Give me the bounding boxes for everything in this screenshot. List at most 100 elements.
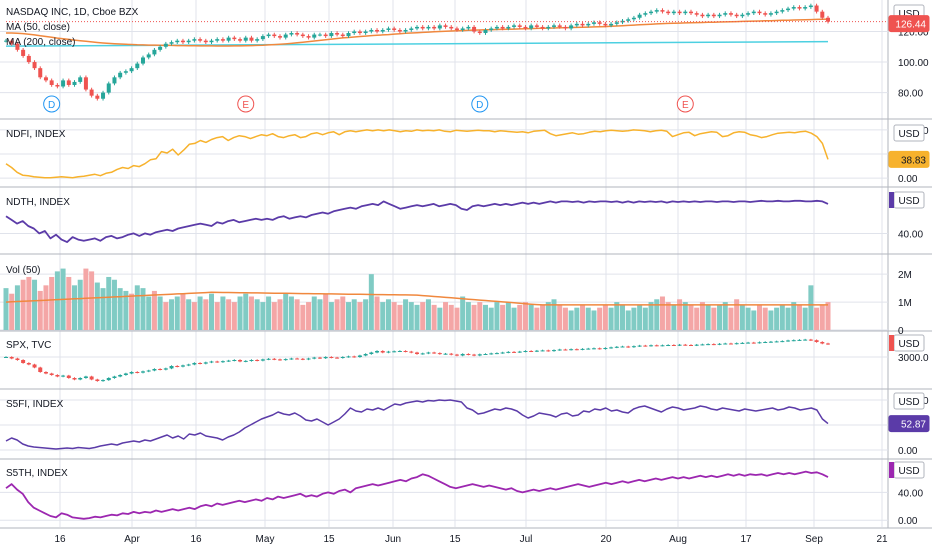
ndaq-candle xyxy=(346,33,351,37)
spx-candle xyxy=(72,378,77,380)
volume-bar xyxy=(266,296,272,330)
ndaq-candle xyxy=(101,92,106,99)
spx-candle xyxy=(55,375,60,377)
spx-candle xyxy=(666,345,671,346)
ndaq-candle xyxy=(4,40,8,42)
volume-bar xyxy=(620,304,625,330)
ndaq-candle xyxy=(392,28,397,30)
tag-s5fi-value-box xyxy=(888,415,930,433)
ndaq-candle xyxy=(306,36,311,38)
spx-candle xyxy=(803,339,808,341)
volume-bar xyxy=(414,304,420,330)
spx-candle xyxy=(306,358,311,360)
x-axis-tick-label: 16 xyxy=(54,534,66,545)
spx-candle xyxy=(757,342,762,344)
volume-bar xyxy=(597,307,603,330)
spx-candle xyxy=(397,351,402,352)
ndaq-candle xyxy=(123,71,128,73)
spx-candle xyxy=(312,357,317,359)
volume-bar xyxy=(32,279,38,330)
spx-candle xyxy=(78,378,83,380)
volume-bar xyxy=(368,274,374,330)
spx-candle xyxy=(426,352,431,354)
volume-bar xyxy=(420,302,426,330)
spx-candle xyxy=(375,351,380,353)
volume-bar xyxy=(659,296,665,330)
ndaq-candle xyxy=(614,22,619,24)
spx-candle xyxy=(643,345,648,347)
vol-title: Vol (50) xyxy=(6,265,40,276)
spx-candle xyxy=(357,355,362,357)
ndaq-candle xyxy=(666,11,671,14)
event-marker-circle[interactable] xyxy=(237,95,255,113)
volume-bar xyxy=(174,296,180,330)
ndaq-candle xyxy=(141,57,145,64)
spx-candle xyxy=(569,349,574,351)
ndaq-candle xyxy=(32,62,37,69)
ndaq-candle xyxy=(803,7,808,9)
spx-candle xyxy=(597,348,602,350)
ndaq-candle xyxy=(643,13,648,15)
x-axis-tick-label: Aug xyxy=(669,534,687,545)
ndaq-candle xyxy=(626,19,631,21)
ndaq-candle xyxy=(243,37,248,41)
ndaq-candle xyxy=(700,14,705,17)
ndaq-candle xyxy=(671,11,676,14)
ndaq-candle xyxy=(169,42,174,44)
volume-bar xyxy=(260,302,266,330)
ndaq-candle xyxy=(283,34,288,38)
spx-candle xyxy=(540,350,545,352)
volume-bar xyxy=(340,296,346,330)
volume-bar xyxy=(814,307,820,330)
spx-candle xyxy=(192,363,197,365)
usd-badge-s5th-text: USD xyxy=(898,466,919,477)
spx-candle xyxy=(808,339,813,341)
volume-bar xyxy=(511,307,517,330)
spx-candle xyxy=(163,368,168,370)
spx-candle xyxy=(477,354,482,356)
spx-candle xyxy=(454,354,459,356)
ndaq-candle xyxy=(55,84,60,87)
spx-candle xyxy=(403,351,408,352)
ndaq-last-price-tag-text: 126.44 xyxy=(895,20,926,31)
spx-candle xyxy=(346,356,351,358)
ndaq-candle xyxy=(352,31,357,34)
event-marker-circle[interactable] xyxy=(43,95,61,113)
ndaq-candle xyxy=(203,40,208,43)
spx-candle xyxy=(409,351,414,353)
ndfi-line xyxy=(5,129,829,179)
spx-candle xyxy=(152,369,157,371)
event-marker-label: E xyxy=(682,100,689,111)
volume-bar xyxy=(694,307,700,330)
y-axis-tick-label: 40.00 xyxy=(898,229,923,240)
event-marker-circle[interactable] xyxy=(471,95,489,113)
ndaq-candle xyxy=(620,20,625,23)
volume-bar xyxy=(66,276,72,330)
ndaq-candle xyxy=(797,7,802,9)
spx-candle xyxy=(500,352,505,354)
event-marker-circle[interactable] xyxy=(676,95,694,113)
volume-bar xyxy=(682,302,688,330)
volume-bar xyxy=(591,310,597,330)
volume-bar xyxy=(471,304,477,330)
volume-bar xyxy=(380,302,386,330)
volume-bar xyxy=(642,307,648,330)
spx-candle xyxy=(768,341,773,343)
spx-candle xyxy=(106,378,111,381)
volume-bar xyxy=(89,271,95,330)
ndaq-candle xyxy=(483,29,488,34)
spx-candle xyxy=(506,351,511,353)
y-axis-tick-label: 0 xyxy=(898,326,904,337)
volume-bar xyxy=(717,304,723,330)
spx-candle xyxy=(101,380,106,382)
ndaq-candle xyxy=(786,8,791,11)
ndaq-candle xyxy=(432,26,437,29)
ndfi-last-value-tag-text: 38.83 xyxy=(901,155,926,166)
x-axis-tick-label: Jun xyxy=(385,534,401,545)
volume-bar xyxy=(557,304,563,330)
y-axis-tick-label: 0.00 xyxy=(898,516,918,527)
ndaq-candle xyxy=(43,77,48,81)
ndaq-candle xyxy=(9,40,14,44)
ndaq-candle xyxy=(135,63,140,69)
